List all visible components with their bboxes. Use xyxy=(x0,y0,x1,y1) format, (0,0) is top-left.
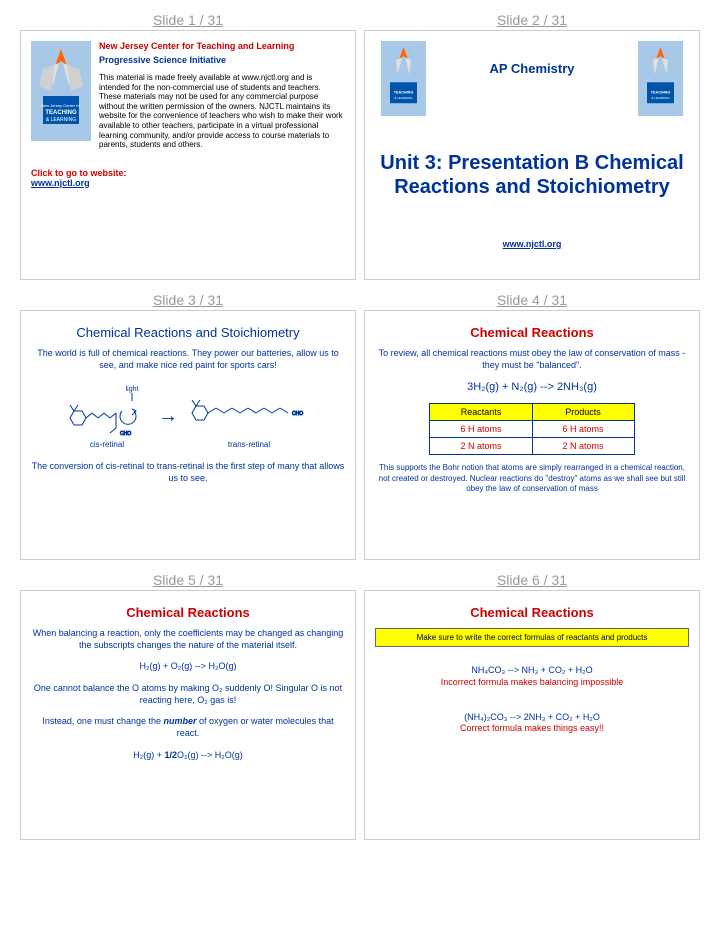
svg-text:TEACHING: TEACHING xyxy=(45,110,77,116)
svg-text:TEACHING: TEACHING xyxy=(394,91,414,95)
svg-text:& LEARNING: & LEARNING xyxy=(394,96,413,100)
svg-text:New Jersey Center for: New Jersey Center for xyxy=(41,103,81,108)
slide-1-label: Slide 1 / 31 xyxy=(20,8,356,30)
slide-2: TEACHING & LEARNING TEACHING & LEARNING … xyxy=(364,30,700,280)
svg-text:CHO: CHO xyxy=(120,431,131,437)
cis-retinal-icon: light CHO xyxy=(62,383,152,438)
slide-1-wrap: Slide 1 / 31 New Jersey Center for TEACH… xyxy=(20,8,356,280)
s5-note2: Instead, one must change the number of o… xyxy=(31,716,345,739)
s6-note1: Incorrect formula makes balancing imposs… xyxy=(375,677,689,687)
svg-text:& LEARNING: & LEARNING xyxy=(46,117,76,123)
slide-3-wrap: Slide 3 / 31 Chemical Reactions and Stoi… xyxy=(20,288,356,560)
s4-note: This supports the Bohr notion that atoms… xyxy=(375,463,689,494)
s6-title: Chemical Reactions xyxy=(375,605,689,620)
cell-h-p: 6 H atoms xyxy=(532,421,634,438)
slide-5-wrap: Slide 5 / 31 Chemical Reactions When bal… xyxy=(20,568,356,840)
s5-eq2: H₂(g) + 1/2O₂(g) --> H₂O(g) xyxy=(31,750,345,762)
atoms-table: ReactantsProducts 6 H atoms6 H atoms 2 N… xyxy=(429,403,634,455)
slide-3-label: Slide 3 / 31 xyxy=(20,288,356,310)
njctl-logo-left-icon: TEACHING & LEARNING xyxy=(381,41,426,116)
slide-3: Chemical Reactions and Stoichiometry The… xyxy=(20,310,356,560)
slide-5-label: Slide 5 / 31 xyxy=(20,568,356,590)
slide-6-label: Slide 6 / 31 xyxy=(364,568,700,590)
s5-eq1: H₂(g) + O₂(g) --> H₂O(g) xyxy=(31,661,345,673)
njctl-logo-icon: New Jersey Center for TEACHING & LEARNIN… xyxy=(31,41,91,141)
s6-eq1: NH₄CO₃ --> NH₃ + CO₂ + H₂O xyxy=(375,665,689,677)
slide-4: Chemical Reactions To review, all chemic… xyxy=(364,310,700,560)
s4-title: Chemical Reactions xyxy=(375,325,689,340)
slide-6-wrap: Slide 6 / 31 Chemical Reactions Make sur… xyxy=(364,568,700,840)
slide-4-label: Slide 4 / 31 xyxy=(364,288,700,310)
s4-eq: 3H₂(g) + N₂(g) --> 2NH₃(g) xyxy=(375,381,689,393)
s1-link-text: Click to go to website: xyxy=(31,168,127,178)
trans-label: trans-retinal xyxy=(184,440,314,449)
svg-text:CHO: CHO xyxy=(292,411,303,417)
highlight-box: Make sure to write the correct formulas … xyxy=(375,628,689,647)
s3-title: Chemical Reactions and Stoichiometry xyxy=(31,325,345,340)
cell-n-p: 2 N atoms xyxy=(532,438,634,455)
s5-title: Chemical Reactions xyxy=(31,605,345,620)
s2-url[interactable]: www.njctl.org xyxy=(375,239,689,249)
s1-url: www.njctl.org xyxy=(31,178,90,188)
s1-link-wrap[interactable]: Click to go to website: www.njctl.org xyxy=(31,168,345,188)
s5-note1: One cannot balance the O atoms by making… xyxy=(31,683,345,706)
slide-6: Chemical Reactions Make sure to write th… xyxy=(364,590,700,840)
light-label: light xyxy=(126,386,139,393)
th-reactants: Reactants xyxy=(430,404,532,421)
s3-intro: The world is full of chemical reactions.… xyxy=(31,348,345,371)
s6-eq2: (NH₄)₂CO₃ --> 2NH₃ + CO₂ + H₂O xyxy=(375,712,689,724)
slide-5: Chemical Reactions When balancing a reac… xyxy=(20,590,356,840)
s2-logo-row: TEACHING & LEARNING TEACHING & LEARNING xyxy=(375,41,689,116)
trans-retinal-icon: CHO xyxy=(184,383,314,438)
arrow-icon: → xyxy=(158,405,178,428)
cell-n-r: 2 N atoms xyxy=(430,438,532,455)
s6-note2: Correct formula makes things easy!! xyxy=(375,723,689,733)
slide-grid: Slide 1 / 31 New Jersey Center for TEACH… xyxy=(0,0,720,848)
cell-h-r: 6 H atoms xyxy=(430,421,532,438)
s4-intro: To review, all chemical reactions must o… xyxy=(375,348,689,371)
ap-chem: AP Chemistry xyxy=(365,61,699,76)
svg-text:& LEARNING: & LEARNING xyxy=(651,96,670,100)
svg-text:TEACHING: TEACHING xyxy=(651,91,671,95)
njctl-logo-right-icon: TEACHING & LEARNING xyxy=(638,41,683,116)
molecule-row: light CHO xyxy=(31,383,345,449)
slide-4-wrap: Slide 4 / 31 Chemical Reactions To revie… xyxy=(364,288,700,560)
unit-title: Unit 3: Presentation B Chemical Reaction… xyxy=(375,151,689,199)
th-products: Products xyxy=(532,404,634,421)
slide-2-wrap: Slide 2 / 31 TEACHING & LEARNING xyxy=(364,8,700,280)
s3-note: The conversion of cis-retinal to trans-r… xyxy=(31,461,345,484)
slide-2-label: Slide 2 / 31 xyxy=(364,8,700,30)
s5-intro: When balancing a reaction, only the coef… xyxy=(31,628,345,651)
slide-1: New Jersey Center for TEACHING & LEARNIN… xyxy=(20,30,356,280)
cis-label: cis-retinal xyxy=(62,440,152,449)
